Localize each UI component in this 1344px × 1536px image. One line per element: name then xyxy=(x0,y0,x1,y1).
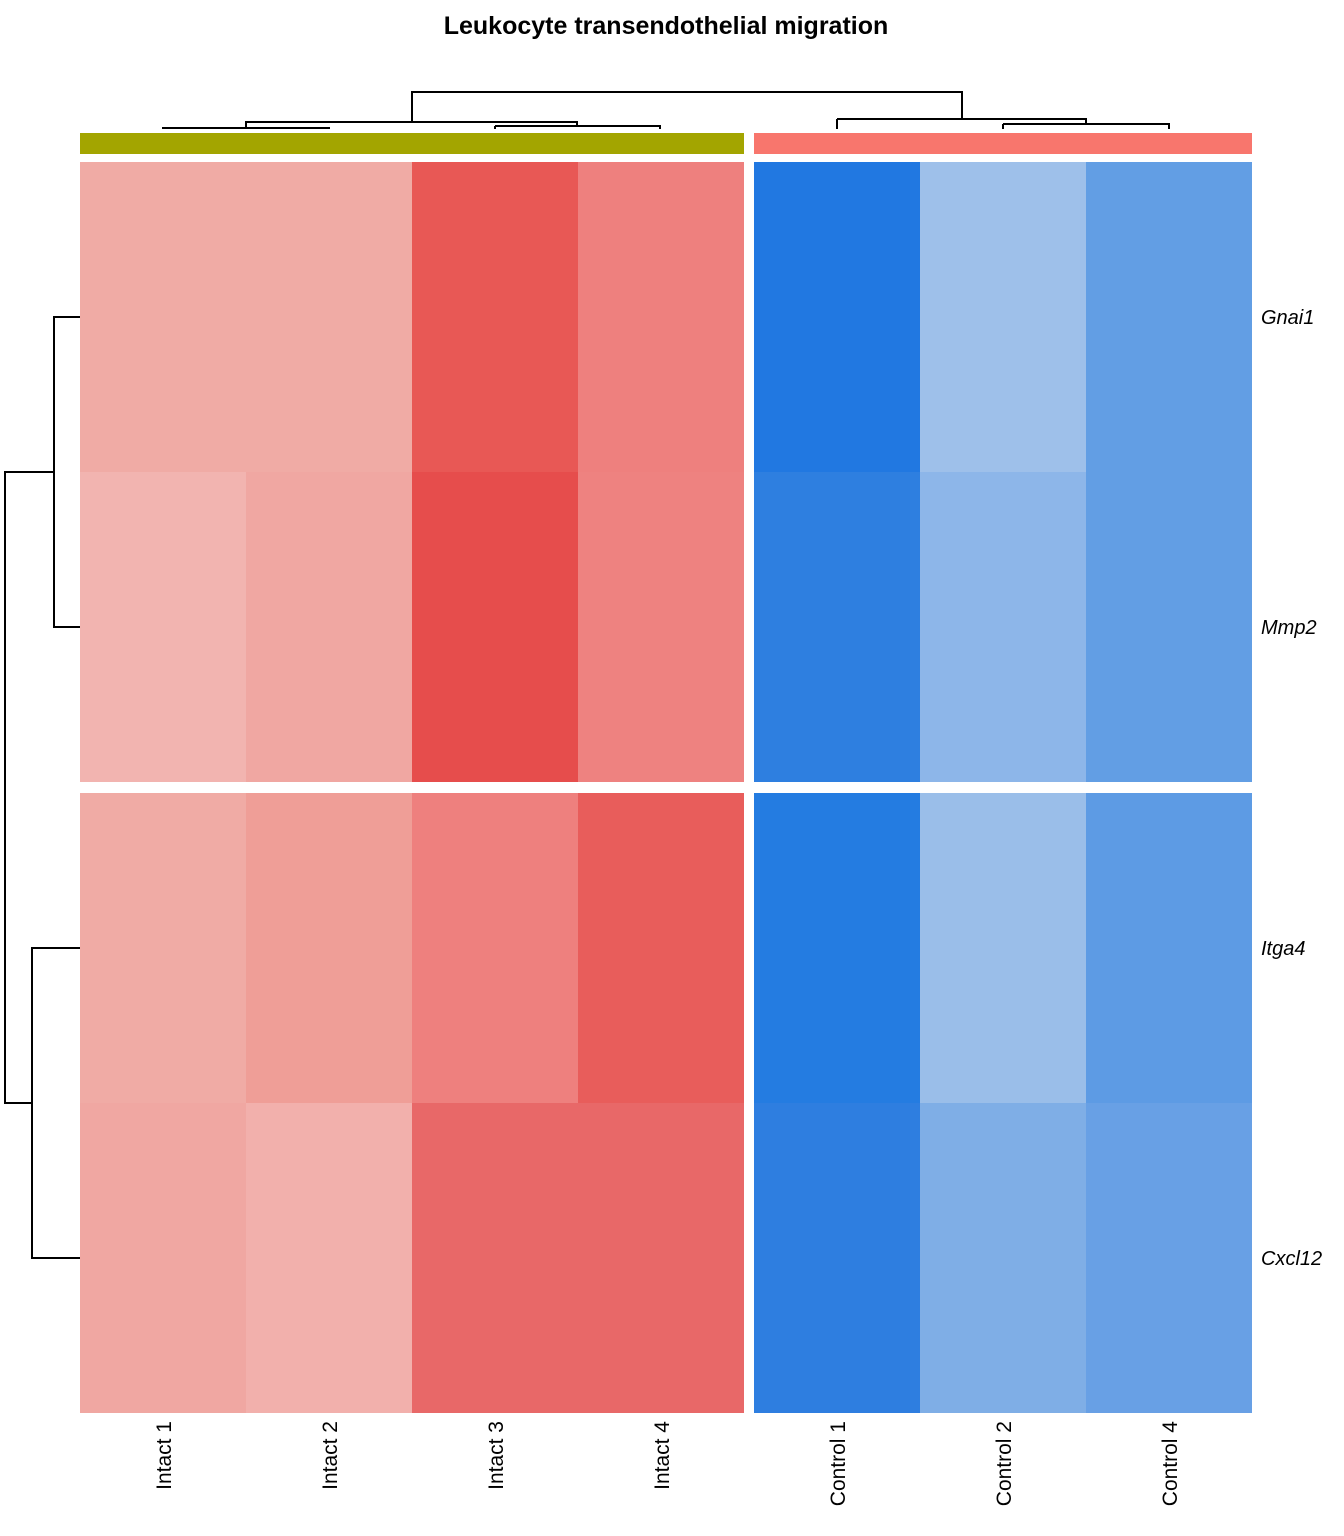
heatmap-cell xyxy=(1086,793,1252,1103)
heatmap-cell xyxy=(578,1103,744,1413)
column-dendrogram-branch xyxy=(1003,123,1170,129)
heatmap-cell xyxy=(412,793,578,1103)
column-label: Intact 3 xyxy=(485,1421,508,1490)
column-dendrogram xyxy=(162,91,1170,129)
heatmap-cell xyxy=(1086,472,1252,782)
annotation-bar-control xyxy=(754,133,1252,154)
row-dendrogram-branch xyxy=(4,471,54,1104)
column-dendrogram-branch xyxy=(162,127,330,129)
heatmap-cell xyxy=(920,793,1086,1103)
row-label: Mmp2 xyxy=(1261,617,1317,639)
heatmap-cell xyxy=(80,793,246,1103)
heatmap-cell xyxy=(1086,1103,1252,1413)
heatmap-cell xyxy=(1086,162,1252,472)
heatmap-cell xyxy=(246,472,412,782)
heatmap-cell xyxy=(754,162,920,472)
heatmap-cell xyxy=(246,793,412,1103)
column-label: Intact 1 xyxy=(153,1421,176,1490)
heatmap-cell xyxy=(80,472,246,782)
heatmap-cell xyxy=(578,793,744,1103)
column-label: Control 1 xyxy=(827,1421,850,1506)
heatmap-cell xyxy=(412,162,578,472)
column-dendrogram-branch xyxy=(411,91,963,122)
annotation-bar-intact xyxy=(80,133,744,154)
column-label: Intact 4 xyxy=(651,1421,674,1490)
heatmap-cell xyxy=(246,162,412,472)
heatmap-cell xyxy=(412,472,578,782)
heatmap-cell xyxy=(578,162,744,472)
heatmap-cell xyxy=(754,1103,920,1413)
column-label: Control 4 xyxy=(1159,1421,1182,1507)
row-label: Gnai1 xyxy=(1261,307,1314,329)
heatmap-cells xyxy=(80,162,1252,1413)
row-dendrogram xyxy=(4,316,80,1259)
chart-title: Leukocyte transendothelial migration xyxy=(444,12,889,40)
heatmap-cell xyxy=(920,1103,1086,1413)
column-annotation-bars xyxy=(80,133,1252,154)
column-labels: Intact 1 Intact 2 Intact 3 Intact 4 Control … xyxy=(153,1421,1182,1507)
row-label: Itga4 xyxy=(1261,938,1305,960)
row-label: Cxcl12 xyxy=(1261,1248,1322,1270)
heatmap-cell xyxy=(920,472,1086,782)
heatmap-cell xyxy=(578,472,744,782)
row-dendrogram-branch xyxy=(53,316,80,628)
heatmap-cell xyxy=(80,1103,246,1413)
heatmap-cell xyxy=(412,1103,578,1413)
heatmap-cell xyxy=(80,162,246,472)
heatmap-cell xyxy=(246,1103,412,1413)
row-dendrogram-branch xyxy=(31,947,80,1259)
column-dendrogram-branch xyxy=(495,125,661,129)
row-labels: Gnai1 Mmp2 Itga4 Cxcl12 xyxy=(1261,307,1322,1270)
heatmap-cell xyxy=(754,793,920,1103)
heatmap-cell xyxy=(920,162,1086,472)
column-dendrogram-branch xyxy=(837,118,1087,124)
column-label: Control 2 xyxy=(993,1421,1016,1506)
column-label: Intact 2 xyxy=(319,1421,342,1490)
heatmap-cell xyxy=(754,472,920,782)
